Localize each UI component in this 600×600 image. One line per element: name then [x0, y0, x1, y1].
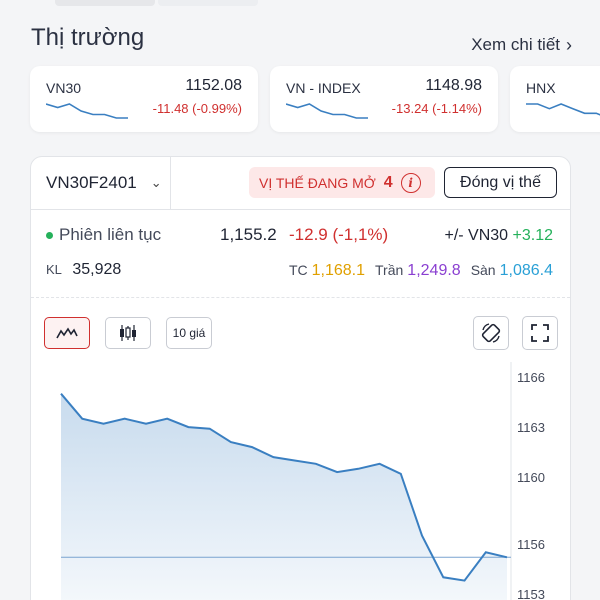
price-area	[61, 393, 507, 600]
index-name: HNX	[526, 80, 556, 96]
rotate-screen-icon	[481, 323, 501, 343]
ceiling-price: 1,249.8	[407, 262, 461, 279]
floor-label: Sàn	[470, 262, 496, 278]
info-icon[interactable]: i	[400, 172, 421, 193]
fullscreen-icon	[531, 324, 549, 342]
basis-value: +3.12	[512, 227, 553, 244]
price-change: -12.9 (-1,1%)	[289, 225, 389, 244]
chevron-right-icon: ›	[566, 35, 572, 55]
index-name: VN30	[46, 80, 82, 96]
index-value: 1152.08	[185, 77, 242, 94]
see-more-link[interactable]: Xem chi tiết ›	[471, 35, 572, 55]
rotate-screen-button[interactable]	[473, 316, 509, 350]
open-positions-count: 4	[383, 173, 393, 191]
candlestick-toggle[interactable]	[105, 317, 151, 349]
sparkline-path	[46, 103, 128, 119]
floor-price: 1,086.4	[499, 262, 553, 279]
close-position-button[interactable]: Đóng vị thế	[444, 167, 557, 198]
index-value: 1148.98	[425, 77, 482, 94]
sparkline-path	[526, 103, 600, 116]
session-dot	[46, 231, 53, 239]
basis-label: +/- VN30	[444, 227, 509, 244]
top-tab-1[interactable]	[55, 0, 155, 6]
chevron-down-icon: ⌄	[150, 175, 162, 190]
y-tick-label: 1160	[517, 470, 545, 485]
index-card-vn30[interactable]: VN30 1152.08 -11.48 (-0.99%)	[30, 66, 258, 132]
price-line	[60, 393, 508, 582]
y-tick-label: 1166	[517, 370, 545, 385]
ref-price: 1,168.1	[311, 262, 366, 279]
index-sparkline	[286, 103, 368, 119]
volume-value: 35,928	[72, 261, 122, 278]
session-status: Phiên liên tục	[46, 225, 161, 245]
index-sparkline	[526, 103, 600, 116]
y-tick-label: 1156	[517, 537, 545, 552]
y-tick-label: 1163	[517, 420, 545, 435]
quote-divider	[31, 297, 570, 298]
header-divider	[31, 209, 570, 210]
ref-label: TC	[288, 262, 308, 278]
price-chart[interactable]: 1166 1163 1160 1156 1153	[31, 362, 571, 600]
index-name: VN - INDEX	[286, 80, 361, 96]
open-positions-badge[interactable]: VỊ THẾ ĐANG MỞ 4 i	[249, 167, 435, 198]
futures-panel: VN30F2401 ⌄ VỊ THẾ ĐANG MỞ 4 i Đóng vị t…	[30, 156, 571, 600]
last-price: 1,155.2	[220, 225, 277, 244]
reference-prices: TC 1,168.1 Trần 1,249.8 Sàn 1,086.4	[289, 262, 553, 280]
fullscreen-button[interactable]	[522, 316, 558, 350]
index-card-hnx[interactable]: HNX	[510, 66, 600, 132]
ceiling-label: Trần	[375, 262, 404, 278]
sparkline-path	[286, 103, 368, 119]
session-label: Phiên liên tục	[59, 225, 162, 244]
index-change: -13.24 (-1.14%)	[391, 101, 482, 116]
see-more-label: Xem chi tiết	[471, 35, 560, 54]
top-strip	[0, 0, 600, 8]
top-tab-2[interactable]	[158, 0, 258, 6]
index-sparkline	[46, 103, 128, 119]
line-chart-icon	[56, 327, 78, 339]
y-tick-label: 1153	[517, 587, 545, 600]
basis-vs-vn30: +/- VN30 +3.12	[444, 227, 553, 245]
candlestick-icon	[120, 325, 136, 341]
index-card-vnindex[interactable]: VN - INDEX 1148.98 -13.24 (-1.14%)	[270, 66, 498, 132]
line-chart-toggle[interactable]	[44, 317, 90, 349]
ten-price-toggle[interactable]: 10 giá	[166, 317, 212, 349]
volume-label: KL	[46, 262, 62, 277]
contract-code: VN30F2401	[46, 173, 137, 192]
index-change: -11.48 (-0.99%)	[152, 101, 242, 116]
open-positions-label: VỊ THẾ ĐANG MỞ	[259, 174, 376, 191]
contract-selector[interactable]: VN30F2401 ⌄	[31, 157, 171, 209]
ten-price-label: 10 giá	[172, 326, 206, 340]
section-title: Thị trường	[31, 24, 145, 51]
volume: KL 35,928	[46, 261, 121, 279]
